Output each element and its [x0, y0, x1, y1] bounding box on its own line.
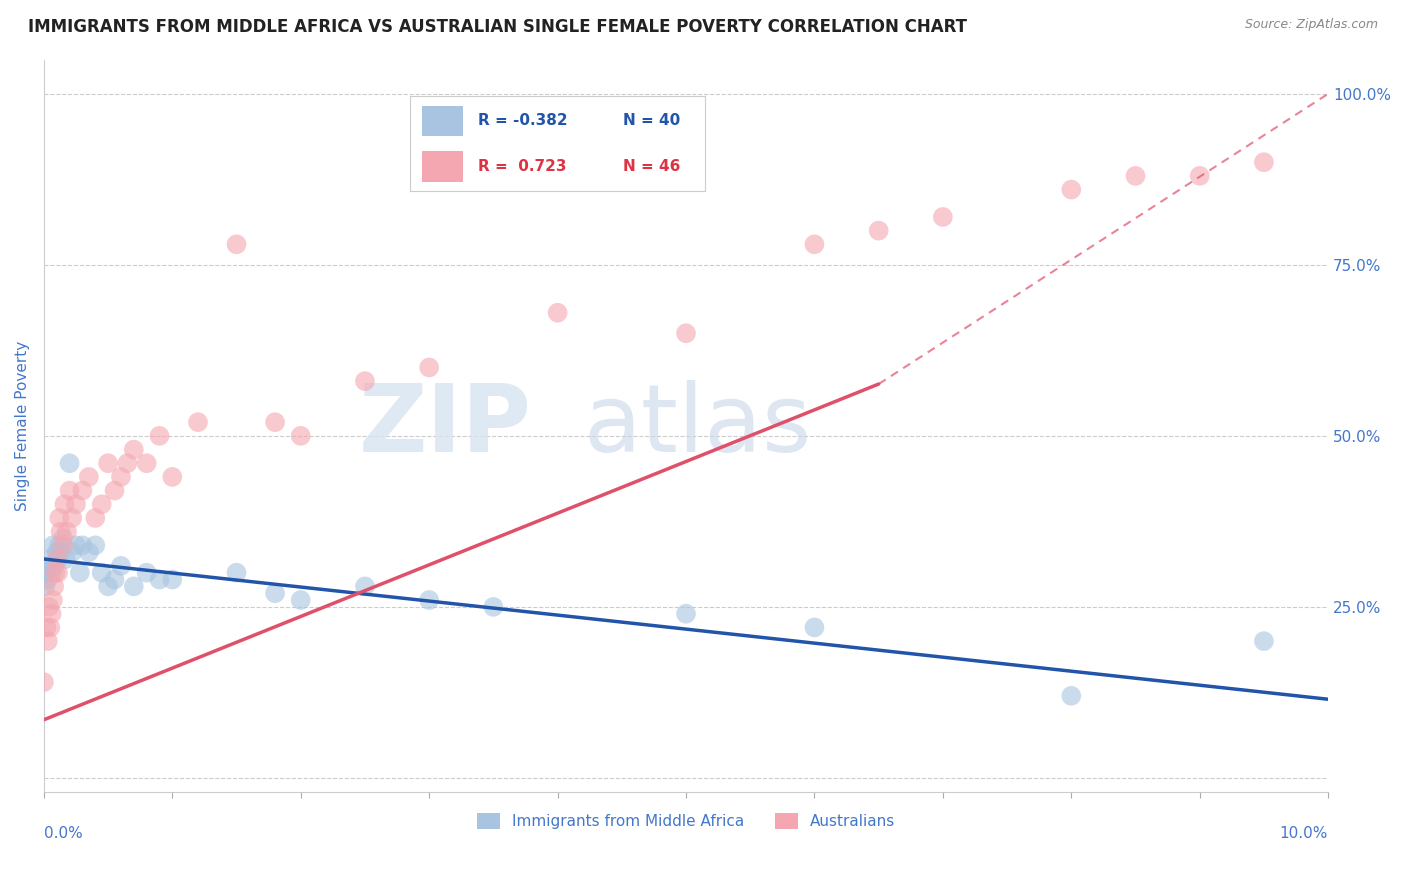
Point [117, 456, 139, 470]
Text: 0.0%: 0.0% [44, 826, 83, 841]
Point [77, 545, 100, 559]
Point [44, 558, 66, 573]
Point [264, 415, 287, 429]
Point [122, 579, 145, 593]
Point [48, 511, 70, 525]
Point [52, 538, 75, 552]
Point [675, 607, 697, 621]
Point [1060, 689, 1083, 703]
Point [49, 545, 72, 559]
Point [60, 511, 83, 525]
Point [46, 552, 69, 566]
Text: IMMIGRANTS FROM MIDDLE AFRICA VS AUSTRALIAN SINGLE FEMALE POVERTY CORRELATION CH: IMMIGRANTS FROM MIDDLE AFRICA VS AUSTRAL… [28, 18, 967, 36]
Point [49, 524, 72, 539]
Point [418, 593, 440, 607]
Point [55, 552, 77, 566]
Point [56, 524, 79, 539]
Point [41, 566, 63, 580]
Point [97, 456, 120, 470]
Point [46, 566, 69, 580]
Point [77, 470, 100, 484]
Point [39, 552, 62, 566]
Point [37, 573, 59, 587]
Point [148, 573, 170, 587]
Point [52, 532, 75, 546]
Point [225, 566, 247, 580]
Point [37, 634, 59, 648]
Point [84, 538, 107, 552]
Point [1253, 634, 1275, 648]
Point [803, 237, 825, 252]
Point [39, 620, 62, 634]
Point [868, 224, 890, 238]
Point [547, 306, 569, 320]
Point [58, 456, 80, 470]
Point [45, 545, 67, 559]
Point [65, 497, 87, 511]
Point [90, 566, 112, 580]
Text: Source: ZipAtlas.com: Source: ZipAtlas.com [1244, 18, 1378, 31]
Point [187, 415, 209, 429]
Point [932, 210, 955, 224]
Point [34, 579, 56, 593]
Point [135, 566, 157, 580]
Point [225, 237, 247, 252]
Point [103, 573, 125, 587]
Point [1060, 183, 1083, 197]
Point [97, 579, 120, 593]
Text: ZIP: ZIP [359, 380, 531, 472]
Point [290, 429, 312, 443]
Point [32, 675, 55, 690]
Point [69, 566, 91, 580]
Point [103, 483, 125, 498]
Point [42, 538, 65, 552]
Point [162, 470, 184, 484]
Point [1253, 155, 1275, 169]
Point [35, 566, 58, 580]
Point [84, 511, 107, 525]
Point [60, 545, 83, 559]
Point [290, 593, 312, 607]
Point [38, 599, 60, 614]
Point [44, 579, 66, 593]
Point [72, 538, 94, 552]
Point [65, 538, 87, 552]
Point [1125, 169, 1147, 183]
Point [90, 497, 112, 511]
Point [122, 442, 145, 457]
Point [38, 558, 60, 573]
Point [148, 429, 170, 443]
Point [58, 483, 80, 498]
Point [35, 620, 58, 634]
Y-axis label: Single Female Poverty: Single Female Poverty [15, 341, 30, 511]
Point [42, 593, 65, 607]
Point [72, 483, 94, 498]
Text: atlas: atlas [583, 380, 811, 472]
Point [110, 470, 132, 484]
Legend: Immigrants from Middle Africa, Australians: Immigrants from Middle Africa, Australia… [471, 807, 901, 835]
Point [110, 558, 132, 573]
Point [44, 566, 66, 580]
Point [803, 620, 825, 634]
Point [53, 497, 76, 511]
Point [354, 374, 377, 388]
Point [48, 538, 70, 552]
Point [41, 607, 63, 621]
Point [418, 360, 440, 375]
Point [482, 599, 505, 614]
Point [135, 456, 157, 470]
Point [1188, 169, 1211, 183]
Text: 10.0%: 10.0% [1279, 826, 1329, 841]
Point [32, 566, 55, 580]
Point [675, 326, 697, 341]
Point [354, 579, 377, 593]
Point [45, 552, 67, 566]
Point [264, 586, 287, 600]
Point [162, 573, 184, 587]
